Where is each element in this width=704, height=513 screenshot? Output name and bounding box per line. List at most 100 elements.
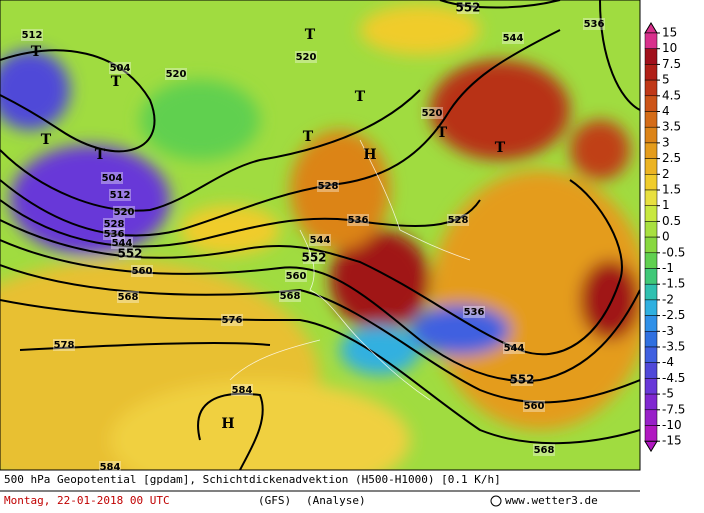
pressure-center: H [221, 416, 234, 432]
contour-label: 512 [22, 30, 43, 41]
caption: 500 hPa Geopotential [gpdam], Schichtdic… [4, 473, 501, 486]
contour-label-bg [53, 339, 75, 351]
contour-label-bg [447, 214, 469, 226]
map-frame [0, 0, 641, 471]
colorbar-bin [644, 393, 658, 411]
contour-label: 536 [584, 19, 605, 30]
contour-label: 512 [110, 190, 131, 201]
pressure-center: T [41, 132, 52, 148]
colorbar-label: 1.5 [662, 183, 681, 197]
contour-label: 576 [222, 315, 243, 326]
pressure-center: T [495, 140, 506, 156]
contour-label: 568 [280, 291, 301, 302]
contour-label-bg [421, 107, 443, 119]
colorbar-bin [644, 346, 658, 363]
contour-label: 504 [110, 63, 131, 74]
contour-label: 552 [509, 373, 534, 387]
contour-label-bg [111, 237, 133, 249]
pressure-center: T [355, 89, 366, 105]
colorbar-label: 0 [662, 230, 670, 244]
contour-label: 544 [112, 238, 133, 249]
contour-label-bg [119, 248, 141, 260]
contour-label-bg [511, 374, 533, 386]
contour-label-bg [103, 228, 125, 240]
colorbar-bin [644, 425, 658, 442]
contour-label: 578 [54, 340, 75, 351]
colorbar-label: 2.5 [662, 151, 681, 165]
contour-label: 504 [102, 173, 123, 184]
colorbar-bin [644, 174, 658, 191]
colorbar-label: 15 [662, 26, 677, 40]
colorbar-label: -3.5 [662, 340, 685, 354]
colorbar-label: 10 [662, 41, 677, 55]
colorbar-label: 2 [662, 167, 670, 181]
contour-label-bg [117, 291, 139, 303]
contour-label: 584 [100, 462, 121, 473]
colorbar-bin [644, 205, 658, 222]
contour-label: 568 [118, 292, 139, 303]
contour-label: 552 [455, 1, 480, 15]
colorbar-label: 3.5 [662, 120, 681, 134]
colorbar-label: -4 [662, 355, 674, 369]
contour-label-bg [523, 400, 545, 412]
colorbar-bin [644, 158, 658, 175]
contour-label-bg [503, 342, 525, 354]
contours [0, 0, 640, 470]
colorbar-label: 4 [662, 104, 670, 118]
contour-label-bg [279, 290, 301, 302]
contour-label-bg [101, 172, 123, 184]
pressure-center: T [305, 27, 316, 43]
contour-label: 544 [504, 343, 525, 354]
contour-label-bg [109, 189, 131, 201]
contour-label: 528 [104, 219, 125, 230]
contour-label: 552 [117, 247, 142, 261]
colorbar-label: -2 [662, 292, 674, 306]
colorbar-label: -1 [662, 261, 674, 275]
colorbar-label: 1 [662, 198, 670, 212]
contour-label-bg [347, 214, 369, 226]
colorbar-bin [644, 331, 658, 348]
colorbar-label: 5 [662, 73, 670, 87]
colorbar-bin [644, 48, 658, 65]
contour-label-bg [113, 206, 135, 218]
contour-label-bg [131, 265, 153, 277]
pressure-center: T [31, 44, 42, 60]
contour-label: 520 [422, 108, 443, 119]
colorbar-bin [644, 221, 658, 238]
pressure-center: T [303, 129, 314, 145]
colorbar-arrow-top [644, 22, 658, 34]
contour-label: 544 [310, 235, 331, 246]
colorbar-bin [644, 111, 658, 128]
contour-label-bg [303, 252, 325, 264]
colorbar-label: -1.5 [662, 277, 685, 291]
contour-label-bg [103, 218, 125, 230]
coastlines [229, 139, 471, 401]
colorbar-bin [644, 315, 658, 332]
contour-label-bg [285, 270, 307, 282]
contour-label-bg [165, 68, 187, 80]
colorbar-label: -0.5 [662, 245, 685, 259]
colorbar-bin [644, 95, 658, 112]
contour-label: 552 [301, 251, 326, 265]
colorbar-bin [644, 189, 658, 206]
colorbar-bin [644, 299, 658, 316]
contour-label: 544 [503, 33, 524, 44]
contour-label: 528 [318, 181, 339, 192]
colorbar-bin [644, 378, 658, 395]
colorbar-label: -4.5 [662, 371, 685, 385]
contour-label: 520 [166, 69, 187, 80]
contour-label: 536 [348, 215, 369, 226]
colorbar-bin [644, 126, 658, 144]
colorbar-label: -10 [662, 418, 682, 432]
contour-label: 584 [232, 385, 253, 396]
colorbar-bin [644, 362, 658, 379]
colorbar-bin [644, 32, 658, 49]
contour-label: 520 [114, 207, 135, 218]
date: Montag, 22-01-2018 00 UTC [4, 494, 170, 507]
colorbar-bin [644, 79, 658, 97]
run: (Analyse) [306, 494, 366, 507]
colorbar-bin [644, 64, 658, 81]
contour-label-bg [309, 234, 331, 246]
colorbar-bin [644, 409, 658, 426]
